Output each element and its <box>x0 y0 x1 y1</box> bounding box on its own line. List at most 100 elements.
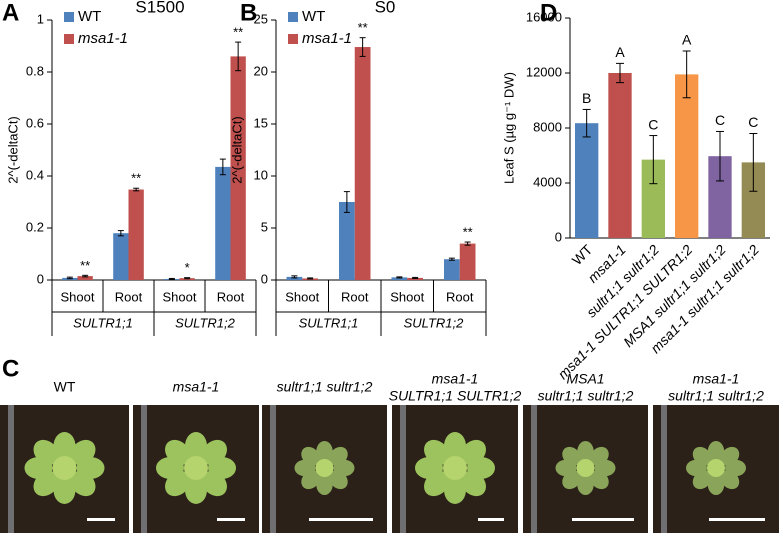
x-tick-label: Root <box>446 289 474 304</box>
bar <box>286 276 303 280</box>
rosette-center <box>315 459 334 477</box>
leaf <box>53 476 76 504</box>
error-bar <box>582 108 591 138</box>
leaf <box>33 439 59 466</box>
leaf <box>165 439 191 466</box>
error-bar <box>464 241 471 246</box>
panel-label: B <box>240 0 257 26</box>
soil-texture <box>8 405 14 533</box>
panel-label: C <box>2 355 19 382</box>
chart-title: S0 <box>375 0 396 16</box>
panel-label: A <box>2 0 19 26</box>
panel-label: D <box>540 0 557 26</box>
x-tick-label: Root <box>115 289 143 304</box>
leaf <box>201 470 227 497</box>
leaf <box>316 474 333 495</box>
bar <box>113 233 129 280</box>
y-axis-label: Leaf S (µg g⁻¹ DW) <box>501 72 516 184</box>
leaf <box>53 432 76 460</box>
photo <box>133 405 259 533</box>
y-tick-label: 0 <box>555 229 562 244</box>
bar <box>230 56 246 281</box>
x-tick-label: Shoot <box>61 289 95 304</box>
significance: ** <box>233 25 243 40</box>
soil-texture <box>531 405 537 533</box>
photo-label: sultr1;1 sultr1;2 <box>668 388 764 404</box>
x-tick-label: Root <box>217 289 245 304</box>
x-tick-label: WT <box>569 241 596 268</box>
y-tick-label: 8000 <box>533 119 562 134</box>
y-tick-label: 0.6 <box>26 115 44 130</box>
legend-label: msa1-1 <box>302 30 352 47</box>
leaf <box>460 470 486 497</box>
bar <box>407 277 423 280</box>
y-tick-label: 5 <box>261 219 268 234</box>
group-label: SULTR1;1 <box>299 315 359 330</box>
significance: ** <box>358 20 368 35</box>
bar <box>77 276 93 280</box>
bar <box>391 277 408 280</box>
error-bar <box>117 230 124 237</box>
bar <box>608 73 632 238</box>
scale-bar <box>709 518 765 521</box>
leaf <box>301 446 321 466</box>
significance-letter: C <box>648 116 658 132</box>
bar <box>354 47 371 280</box>
y-tick-label: 12000 <box>526 64 562 79</box>
y-tick-label: 25 <box>254 11 268 26</box>
error-bar <box>343 191 350 213</box>
error-bar <box>219 158 226 176</box>
error-bar <box>66 276 73 280</box>
significance-letter: C <box>748 114 758 130</box>
leaf <box>577 474 594 495</box>
rosette-center <box>52 456 77 480</box>
error-bar <box>359 37 366 57</box>
error-bar <box>291 275 298 279</box>
significance-letter: B <box>582 90 591 106</box>
bar <box>741 162 765 238</box>
bar <box>641 159 665 238</box>
leaf <box>424 439 450 466</box>
leaf <box>185 476 207 504</box>
x-tick-label: Shoot <box>163 289 197 304</box>
y-tick-label: 16000 <box>526 9 562 24</box>
leaf <box>316 441 333 462</box>
photo-label: MSA1 <box>566 371 604 387</box>
y-axis-label: 2^(-deltaCt) <box>5 116 20 184</box>
y-tick-label: 0.8 <box>26 63 44 78</box>
photo-label: SULTR1;1 SULTR1;2 <box>389 388 522 404</box>
photo-label: sultr1;1 sultr1;2 <box>277 379 373 395</box>
bar <box>339 202 355 280</box>
bar <box>459 243 476 280</box>
error-bar <box>133 187 140 192</box>
leaf <box>70 439 96 466</box>
error-bar <box>412 276 419 279</box>
soil-texture <box>141 405 147 533</box>
leaf <box>185 432 207 460</box>
error-bar <box>184 277 191 280</box>
bar <box>575 123 599 238</box>
error-bar <box>307 277 314 280</box>
bar <box>215 166 231 280</box>
photo <box>653 405 779 533</box>
rosette-center <box>576 459 595 477</box>
error-bar <box>396 276 403 279</box>
soil-texture <box>270 405 276 533</box>
y-tick-label: 1 <box>37 11 44 26</box>
leaf <box>707 474 725 495</box>
scale-bar <box>217 518 245 521</box>
error-bar <box>448 257 455 261</box>
significance-letter: A <box>682 32 692 48</box>
significance: ** <box>463 224 473 239</box>
y-tick-label: 15 <box>254 115 268 130</box>
y-tick-label: 20 <box>254 63 268 78</box>
scale-bar <box>309 518 373 521</box>
photo <box>392 405 518 533</box>
leaf <box>460 439 486 466</box>
group-label: SULTR1;1 <box>73 315 133 330</box>
bar <box>675 74 699 238</box>
leaf <box>720 446 740 466</box>
legend-label: msa1-1 <box>78 30 128 47</box>
photo <box>523 405 648 533</box>
